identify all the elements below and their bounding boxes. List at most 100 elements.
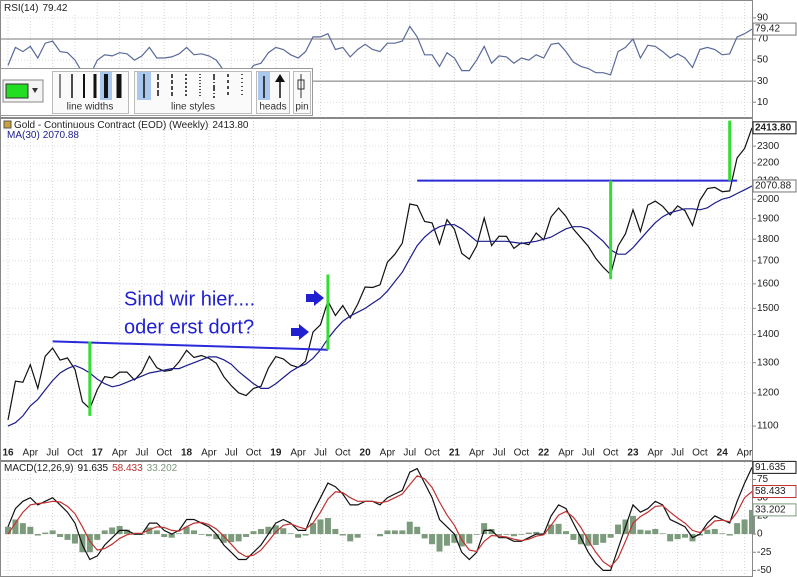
- histogram-bar: [220, 534, 227, 543]
- histogram-bar: [674, 534, 681, 540]
- histogram-bar: [629, 515, 636, 535]
- histogram-bar: [250, 531, 257, 535]
- style-samples: [143, 74, 243, 98]
- y-tick-label: 2300: [757, 141, 780, 152]
- width-samples: [59, 74, 122, 98]
- histogram-bar: [607, 534, 614, 538]
- macd-header: MACD(12,26,9) 91.635 58.433 33.202: [4, 463, 178, 474]
- annotation: oder erst dort?: [124, 316, 254, 338]
- y-tick-label: 1900: [757, 213, 780, 224]
- title-text: Gold - Continuous Contract (EOD) (Weekly…: [14, 120, 208, 131]
- price-border: [0, 118, 753, 461]
- x-tick-label: Jul: [671, 448, 684, 459]
- macd-name: MACD(12,26,9): [4, 463, 73, 474]
- histogram-bar: [421, 534, 428, 539]
- value-box: [752, 485, 797, 499]
- x-tick-label: Oct: [246, 448, 262, 459]
- histogram-bar: [696, 534, 703, 536]
- x-tick-label: 21: [449, 448, 461, 459]
- macd-value: 58.433: [112, 463, 143, 474]
- histogram-bar: [265, 526, 272, 535]
- histogram-bar: [198, 534, 205, 535]
- line-widths-group[interactable]: [52, 71, 129, 114]
- histogram-bar: [652, 528, 659, 535]
- x-tick-label: Oct: [156, 448, 172, 459]
- histogram-bar: [64, 534, 71, 540]
- histogram-bar: [377, 534, 383, 537]
- y-tick-label: 1800: [757, 234, 780, 245]
- histogram-bar: [324, 518, 331, 535]
- series-line: [7, 467, 753, 571]
- histogram-bar: [101, 530, 108, 535]
- histogram-bar: [235, 534, 242, 542]
- histogram-bar: [310, 523, 317, 535]
- x-tick-label: Apr: [23, 448, 39, 459]
- histogram-bar: [600, 534, 607, 543]
- macd-panel: 7550250-25-50: [0, 462, 772, 577]
- histogram-bar: [503, 534, 510, 535]
- histogram-bar: [555, 523, 562, 535]
- x-tick-label: Oct: [424, 448, 440, 459]
- y-tick-label: -25: [757, 547, 772, 558]
- x-tick-label: Jul: [136, 448, 149, 459]
- histogram-bar: [659, 533, 666, 535]
- histogram-bar: [94, 534, 101, 540]
- histogram-bar: [153, 530, 160, 535]
- histogram-bar: [317, 519, 324, 535]
- y-tick-label: 10: [757, 97, 769, 108]
- value-label: 79.42: [755, 24, 780, 35]
- histogram-bar: [570, 534, 577, 540]
- histogram-bar: [436, 534, 443, 552]
- y-tick-label: 1500: [757, 303, 780, 314]
- histogram-bar: [257, 528, 264, 535]
- y-tick-label: 90: [757, 13, 769, 24]
- group-label: pin: [295, 102, 308, 113]
- y-tick-label: 0: [757, 529, 763, 540]
- histogram-bar: [577, 534, 584, 545]
- histogram-bar: [34, 534, 41, 536]
- histogram-bar: [49, 530, 56, 535]
- y-tick-label: 50: [757, 55, 769, 66]
- dropdown-arrow: [32, 88, 38, 93]
- histogram-bar: [496, 534, 503, 536]
- x-tick-label: Apr: [737, 448, 753, 459]
- gold-icon: [3, 120, 12, 129]
- x-tick-label: Oct: [692, 448, 708, 459]
- histogram-bar: [667, 534, 674, 542]
- histogram-bar: [42, 532, 49, 535]
- histogram-bar: [443, 534, 450, 546]
- y-tick-label: 1200: [757, 388, 780, 399]
- value-box: [752, 460, 797, 474]
- histogram-bar: [399, 530, 406, 535]
- histogram-bar: [228, 534, 235, 543]
- histogram-bar: [5, 526, 11, 535]
- histogram-bar: [406, 521, 413, 535]
- x-tick-label: 24: [717, 448, 729, 459]
- histogram-bar: [615, 524, 622, 535]
- histogram-bar: [176, 533, 183, 535]
- histogram-bar: [719, 533, 726, 535]
- y-tick-label: 2200: [757, 158, 780, 169]
- value-label: 2413.80: [755, 122, 792, 133]
- x-tick-label: Apr: [558, 448, 574, 459]
- histogram-bar: [473, 534, 480, 535]
- y-tick-label: 1700: [757, 256, 780, 267]
- histogram-bar: [295, 534, 302, 538]
- y-tick-label: 30: [757, 76, 769, 87]
- histogram-bar: [57, 534, 64, 537]
- histogram-bar: [124, 529, 131, 535]
- value-label: 33.202: [755, 505, 786, 516]
- x-tick-label: 18: [181, 448, 193, 459]
- histogram-bar: [339, 534, 346, 536]
- histogram-bar: [12, 519, 19, 535]
- color-swatch: [5, 83, 29, 99]
- x-tick-label: 19: [270, 448, 282, 459]
- histogram-bar: [533, 531, 540, 535]
- x-tick-label: Apr: [201, 448, 217, 459]
- histogram-bar: [451, 534, 458, 543]
- histogram-bar: [213, 534, 220, 540]
- histogram-bar: [734, 523, 741, 535]
- line-styles-group[interactable]: [134, 71, 252, 114]
- histogram-bar: [109, 527, 116, 535]
